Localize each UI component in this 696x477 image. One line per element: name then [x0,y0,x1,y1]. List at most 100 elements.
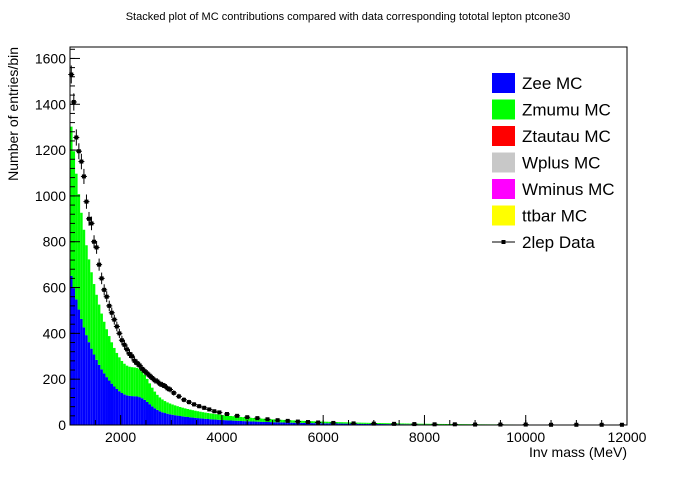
data-point [105,295,109,299]
bar-zmumu [186,409,189,417]
bar-zee [209,419,212,425]
legend-label: Zmumu MC [522,101,611,120]
data-point [316,420,320,424]
bar-zmumu [75,174,78,300]
bar-zee [148,404,151,425]
data-point [112,318,116,322]
bar-zee [242,421,245,425]
bar-zmumu [136,368,139,397]
legend-label: Wplus MC [522,154,600,173]
bar-zmumu [419,424,422,425]
bar-zmumu [108,336,111,380]
legend-swatch [492,153,515,173]
bar-zmumu [366,423,369,424]
bar-zee [179,416,182,425]
legend-swatch [492,126,515,146]
bar-zee [255,422,258,425]
bar-zee [237,421,240,425]
bar-zee [204,419,207,425]
data-point [87,217,91,221]
bar-zmumu [111,342,114,383]
bar-zee [78,310,81,425]
bar-zee [212,419,215,425]
bar-zee [159,411,162,425]
bar-zmumu [214,414,217,419]
bar-zmumu [338,422,341,423]
bar-zmumu [199,412,202,419]
data-point [82,174,86,178]
bar-zmumu [204,413,207,419]
x-axis-label: Inv mass (MeV) [529,444,627,460]
data-point [110,311,114,315]
x-tick-label: 8000 [409,429,440,445]
bar-zmumu [402,423,405,424]
bar-zee [116,389,119,425]
bar-zmumu [164,401,167,413]
bar-zee [103,373,106,425]
data-point [265,417,269,421]
bar-zee [98,365,101,425]
bar-zmumu [404,423,407,424]
bar-zmumu [359,423,362,424]
bar-zmumu [85,245,88,335]
bar-zee [108,381,111,425]
bar-zmumu [384,423,387,424]
data-point [138,363,142,367]
bar-zmumu [192,410,195,417]
data-point [245,415,249,419]
bar-zee [240,421,243,425]
data-point [122,343,126,347]
data-point [182,398,186,402]
bar-zee [88,342,91,425]
data-point [207,407,211,411]
bar-zmumu [179,407,182,416]
bar-zee [93,355,96,425]
bar-zmumu [209,413,212,419]
bar-zmumu [379,423,382,424]
bar-zee [141,398,144,425]
bar-zee [128,396,131,425]
bar-zee [181,416,184,425]
y-tick-label: 0 [58,417,66,433]
bar-zmumu [364,423,367,424]
bar-zmumu [90,272,93,348]
data-point [197,404,201,408]
bar-zmumu [217,414,220,419]
data-point [331,421,335,425]
bar-zmumu [202,412,205,418]
y-tick-label: 400 [43,325,67,341]
bar-zee [90,349,93,425]
bar-zee [80,319,83,425]
bar-zmumu [103,322,106,374]
bar-zmumu [224,415,227,420]
data-point [102,288,106,292]
bar-zmumu [440,424,443,425]
bar-zmumu [138,369,141,397]
bar-zmumu [176,406,179,415]
bar-zmumu [230,416,233,421]
bar-zee [83,327,86,425]
bar-zee [154,408,157,425]
bar-zee [224,420,227,425]
y-tick-label: 1000 [35,188,66,204]
bar-zmumu [118,357,121,391]
bar-zmumu [143,375,146,400]
bar-zmumu [100,314,103,370]
bar-zmumu [260,419,263,422]
bar-zee [189,417,192,425]
legend-swatch [492,100,515,120]
bar-zee [161,412,164,425]
bar-zmumu [146,379,149,402]
bar-zmumu [445,424,448,425]
bar-zmumu [156,395,159,410]
bar-zee [75,299,78,425]
bar-zmumu [343,422,346,423]
data-point [120,338,124,342]
bar-zmumu [341,422,344,423]
bar-zmumu [169,403,172,414]
bar-zmumu [242,417,245,421]
bar-zmumu [141,371,144,398]
